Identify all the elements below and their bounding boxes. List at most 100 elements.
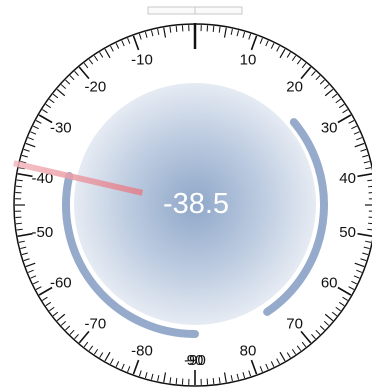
dial-tick [49, 98, 55, 104]
range-arcs [62, 118, 328, 338]
dial-tick [175, 377, 178, 385]
dial-tick [351, 280, 357, 285]
dial-tick [276, 358, 280, 365]
dial-tick [331, 311, 338, 317]
dial-tick [83, 62, 89, 69]
dial-tick [157, 375, 160, 382]
tick-label: -50 [32, 224, 54, 241]
dial-tick [65, 79, 71, 85]
dial-tick [16, 228, 23, 231]
dial-tick [342, 296, 348, 301]
dial-tick [23, 148, 30, 152]
dial-tick [351, 125, 357, 130]
dial-tick [354, 142, 365, 148]
tick-label: 50 [339, 224, 356, 241]
dial-tick [323, 84, 330, 89]
dial-tick [21, 154, 28, 158]
dial-tick [296, 345, 302, 351]
dial-tick [25, 262, 36, 268]
dial-tick [104, 48, 111, 59]
dial-tick [218, 26, 221, 33]
dial-tick [236, 30, 240, 37]
dial-tick [15, 222, 23, 225]
dial-tick [42, 109, 48, 114]
dial-tick [21, 252, 28, 256]
dial-tick [311, 333, 316, 340]
dial-tick [83, 341, 89, 348]
dial-tick [99, 52, 104, 58]
dial-tick [348, 286, 355, 290]
dial-tick [69, 329, 75, 335]
tick-label: -80 [131, 343, 153, 360]
dial-tick [60, 321, 67, 326]
dial-tick [127, 37, 131, 44]
dial-tick [291, 55, 297, 62]
dial-tick [311, 70, 316, 77]
tick-label: 80 [240, 343, 257, 360]
dial-tick [99, 352, 104, 358]
dial-tick [110, 358, 114, 365]
top-drag-handle[interactable] [147, 6, 243, 15]
dial-tick [223, 27, 227, 38]
dial-tick [279, 351, 286, 362]
dial-tick [250, 359, 258, 375]
dial-tick [69, 75, 75, 81]
range-arc [62, 171, 199, 338]
dial-tick [242, 31, 246, 38]
dial-tick [88, 59, 94, 65]
dial-tick [35, 286, 42, 290]
dial-tick [342, 109, 348, 114]
dial-tick [223, 372, 227, 383]
dial-tick [93, 55, 99, 62]
dial-tick [218, 377, 221, 384]
gauge-needle[interactable] [13, 160, 144, 196]
dial-tick [362, 252, 369, 256]
dial-tick [338, 103, 345, 109]
dial-tick [175, 25, 178, 33]
dial-tick [18, 240, 25, 243]
dial-tick [301, 341, 307, 348]
range-arc [263, 118, 328, 316]
dial-tick [74, 333, 79, 340]
dial-tick [367, 228, 372, 231]
dial-tick [78, 66, 90, 80]
dial-tick [250, 35, 258, 51]
dial-tick [337, 114, 352, 124]
dial-tick [18, 167, 25, 170]
tick-label: 20 [286, 78, 303, 95]
dial-tick [300, 66, 312, 80]
dial-tick [110, 45, 114, 52]
dial-tick [17, 172, 33, 178]
dial-tick [367, 222, 372, 225]
dial-tick [115, 43, 120, 49]
tick-label: -90 [184, 352, 206, 369]
dial-tick [323, 321, 330, 326]
dial-tick [138, 370, 142, 377]
dial-tick [360, 148, 367, 152]
dial-tick [315, 329, 321, 335]
dial-tick [242, 372, 246, 379]
dial-tick [337, 286, 352, 296]
dial-tick [121, 363, 125, 370]
dial-tick [259, 37, 263, 44]
dial-tick [132, 359, 140, 375]
dial-tick [353, 131, 360, 135]
dial-tick [104, 351, 111, 362]
dial-tick [74, 70, 79, 77]
dial-tick [296, 59, 302, 65]
dial-tick [230, 28, 233, 35]
dial-tick [42, 296, 48, 301]
tick-label: -30 [50, 120, 72, 137]
dial-tick [33, 125, 39, 130]
dial-tick [319, 79, 325, 85]
dial-tick [363, 160, 370, 164]
dial-tick-labels: -10 10 -20 20 -30 30 -40 40 -50 50 -60 60 -70 70 -80 80… [32, 51, 356, 369]
dial-tick [20, 160, 27, 164]
dial-tick [360, 258, 367, 262]
dial-tick [150, 30, 154, 37]
dial-tick [25, 142, 36, 148]
dial-tick [367, 179, 372, 182]
dial-tick [279, 48, 286, 59]
tick-label: -10 [131, 51, 153, 68]
